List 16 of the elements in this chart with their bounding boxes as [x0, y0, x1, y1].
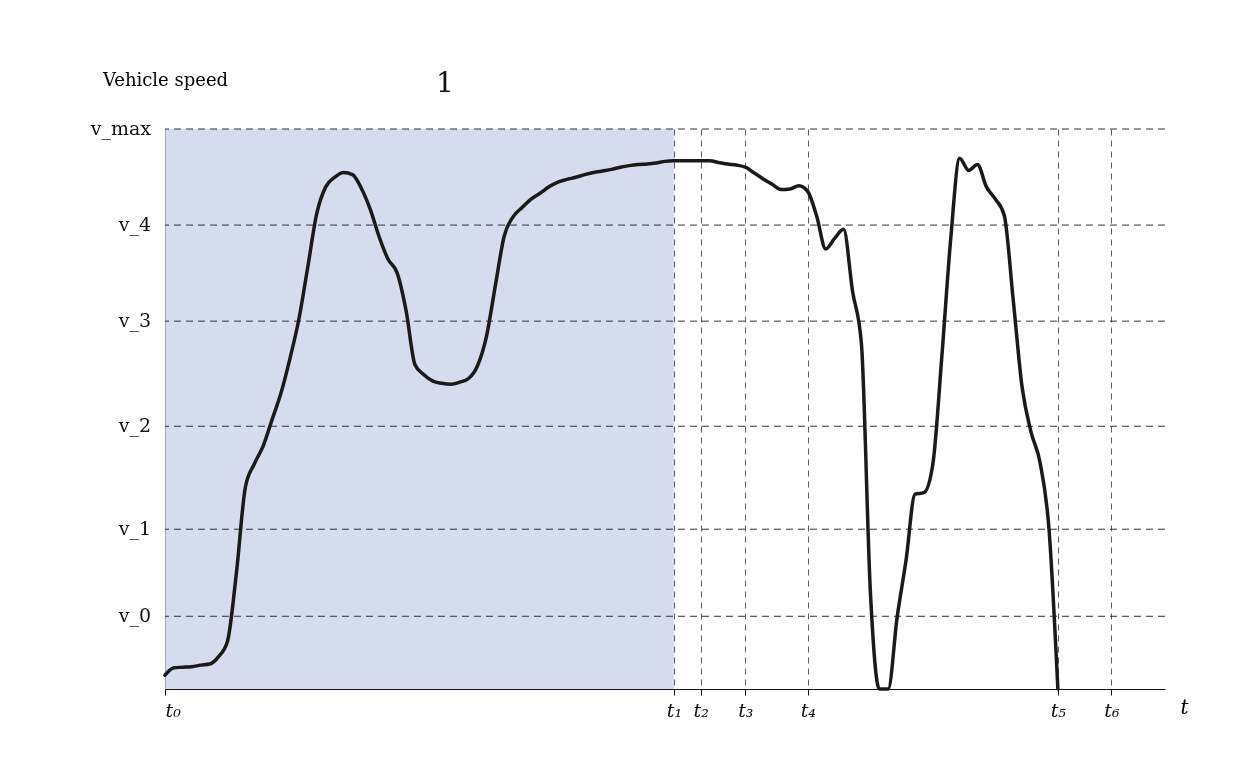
x-tick-label: t₆	[1104, 698, 1120, 721]
ref-line-label: v_1	[117, 517, 151, 541]
y-axis-title: Vehicle speed	[101, 68, 229, 90]
x-tick-label: t₀	[165, 698, 182, 721]
ref-line-label: v_max	[89, 117, 152, 140]
ref-line-label: v_4	[117, 213, 151, 237]
x-tick-label: t₅	[1050, 698, 1067, 721]
x-axis-title: t	[1180, 694, 1190, 719]
ref-line-label: v_2	[117, 414, 151, 438]
ref-line-label: v_3	[117, 309, 151, 333]
text: 1	[436, 66, 454, 99]
x-tick-label: t₃	[738, 698, 754, 721]
x-tick-label: t₄	[800, 698, 816, 721]
ref-line-label: v_0	[117, 604, 151, 628]
x-tick-label: t₂	[693, 698, 709, 721]
x-tick-label: t₁	[666, 698, 683, 721]
